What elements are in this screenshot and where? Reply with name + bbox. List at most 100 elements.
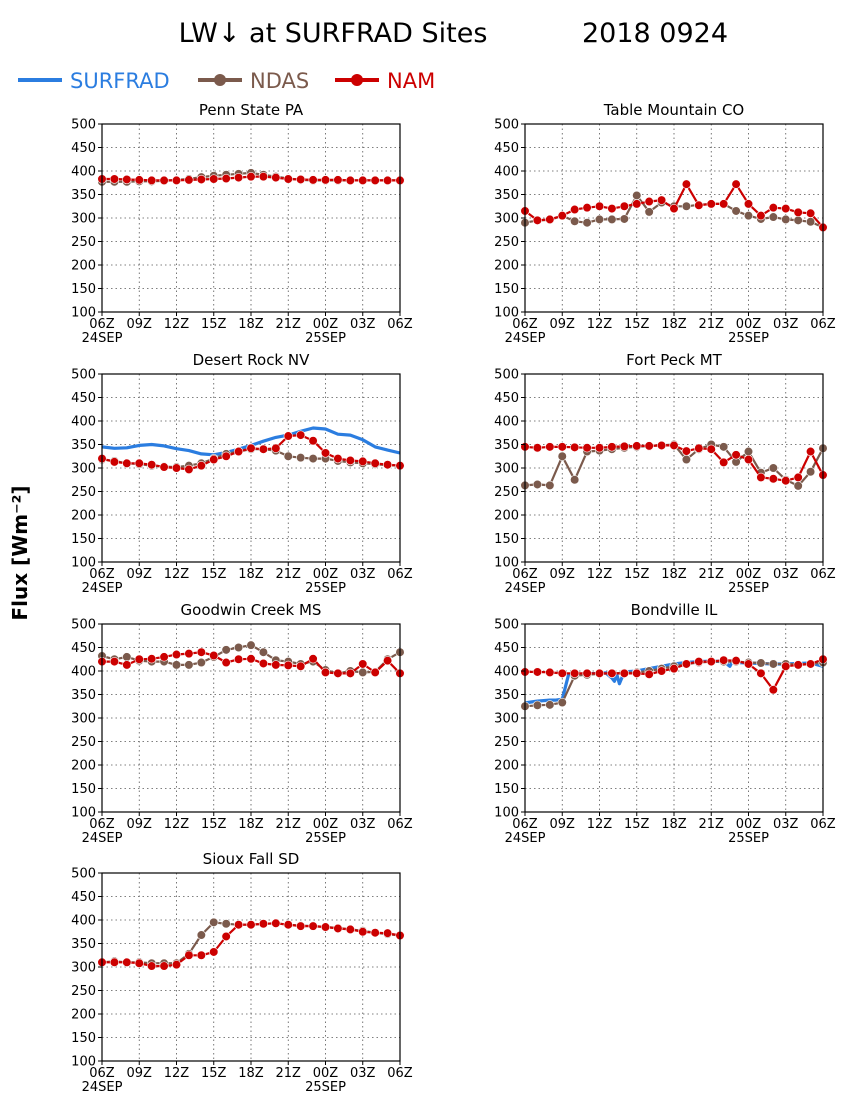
x-tick-label: 03Z — [350, 317, 376, 332]
data-point-ndas — [632, 190, 642, 201]
data-point-nam — [258, 172, 269, 182]
x-tick-label: 06Z — [89, 817, 115, 832]
data-point-ndas — [258, 647, 269, 657]
data-point-nam — [805, 659, 816, 669]
legend-label-nam: NAM — [387, 69, 435, 93]
y-tick-label: 100 — [71, 306, 96, 321]
data-point-nam — [122, 957, 132, 967]
grid — [525, 124, 823, 312]
legend-label-surfrad: SURFRAD — [70, 69, 170, 93]
data-point-ndas — [171, 660, 182, 670]
y-tick-label: 350 — [494, 688, 519, 703]
data-point-nam — [781, 661, 791, 671]
x-tick-label: 15Z — [201, 1066, 227, 1081]
y-tick-label: 250 — [71, 984, 96, 999]
data-point-ndas — [570, 216, 580, 226]
data-point-nam — [619, 441, 629, 451]
data-point-nam — [221, 451, 231, 461]
data-point-ndas — [532, 700, 543, 710]
data-point-nam — [768, 474, 778, 484]
y-tick-label: 350 — [494, 188, 519, 203]
panel-title: Goodwin Creek MS — [181, 601, 322, 619]
x-tick-label: 15Z — [624, 317, 650, 332]
data-point-nam — [793, 472, 803, 483]
x-tick-label: 21Z — [699, 567, 725, 582]
data-point-nam — [768, 685, 778, 695]
data-point-nam — [781, 476, 791, 486]
data-point-nam — [358, 175, 368, 185]
data-point-nam — [532, 215, 543, 225]
data-point-nam — [669, 204, 679, 214]
data-point-nam — [271, 918, 281, 928]
data-point-ndas — [209, 917, 219, 927]
data-point-nam — [731, 450, 741, 460]
x-tick-label: 09Z — [127, 1066, 153, 1081]
series-nam — [520, 179, 828, 232]
date-label: 25SEP — [728, 331, 769, 346]
data-point-nam — [656, 666, 667, 676]
data-point-nam — [184, 464, 194, 475]
x-tick-label: 21Z — [276, 317, 302, 332]
data-point-nam — [619, 201, 629, 211]
legend-entry-surfrad: SURFRAD — [18, 69, 170, 93]
y-tick-label: 250 — [71, 735, 96, 750]
data-point-nam — [209, 454, 219, 465]
data-point-nam — [532, 667, 543, 677]
data-point-nam — [370, 667, 380, 678]
y-tick-label: 450 — [71, 141, 96, 156]
x-tick-label: 21Z — [276, 1066, 302, 1081]
data-point-nam — [271, 172, 281, 183]
data-point-nam — [694, 200, 704, 210]
y-tick-label: 150 — [494, 532, 519, 547]
panel-title: Penn State PA — [199, 101, 304, 119]
x-tick-label: 18Z — [661, 317, 687, 332]
y-tick-label: 350 — [71, 688, 96, 703]
y-axis-label: Flux [Wm⁻²] — [8, 485, 32, 620]
y-tick-label: 150 — [71, 532, 96, 547]
data-point-nam — [706, 444, 716, 454]
data-point-nam — [296, 661, 306, 671]
y-tick-label: 200 — [494, 759, 519, 774]
legend: SURFRAD NDAS NAM — [18, 69, 435, 93]
data-point-nam — [159, 961, 169, 971]
data-point-nam — [258, 658, 269, 669]
x-tick-label: 00Z — [736, 317, 762, 332]
y-tick-label: 400 — [494, 665, 519, 680]
data-point-nam — [805, 208, 816, 218]
y-tick-label: 200 — [494, 509, 519, 524]
data-point-ndas — [719, 442, 729, 452]
data-point-ndas — [793, 215, 803, 225]
data-point-ndas — [233, 642, 244, 653]
data-point-nam — [656, 195, 667, 205]
data-point-nam — [221, 173, 231, 184]
data-point-nam — [370, 928, 380, 938]
data-point-nam — [582, 668, 592, 678]
series-nam — [97, 647, 405, 678]
data-point-nam — [345, 455, 355, 466]
data-point-nam — [669, 440, 679, 451]
data-point-ndas — [557, 697, 567, 708]
data-point-nam — [283, 660, 293, 670]
data-point-ndas — [644, 207, 654, 217]
panel-table-mountain-co: Table Mountain CO 100 150 200 250 300 350 400 45… — [494, 101, 836, 346]
x-tick-label: 06Z — [89, 317, 115, 332]
y-tick-label: 100 — [494, 806, 519, 821]
x-tick-label: 15Z — [624, 817, 650, 832]
data-point-nam — [308, 436, 318, 446]
data-point-nam — [719, 655, 729, 665]
y-tick-label: 200 — [71, 759, 96, 774]
data-point-nam — [196, 950, 206, 960]
y-tick-label: 500 — [71, 867, 96, 882]
panel-title: Desert Rock NV — [193, 351, 310, 369]
x-tick-label: 18Z — [238, 567, 264, 582]
data-point-nam — [333, 668, 343, 678]
date-label: 24SEP — [505, 581, 546, 596]
data-point-nam — [656, 440, 667, 451]
data-point-nam — [731, 179, 741, 189]
panel-title: Fort Peck MT — [626, 351, 722, 369]
x-tick-label: 21Z — [276, 567, 302, 582]
y-tick-label: 400 — [71, 914, 96, 929]
x-tick-label: 00Z — [736, 817, 762, 832]
data-point-nam — [283, 920, 293, 930]
